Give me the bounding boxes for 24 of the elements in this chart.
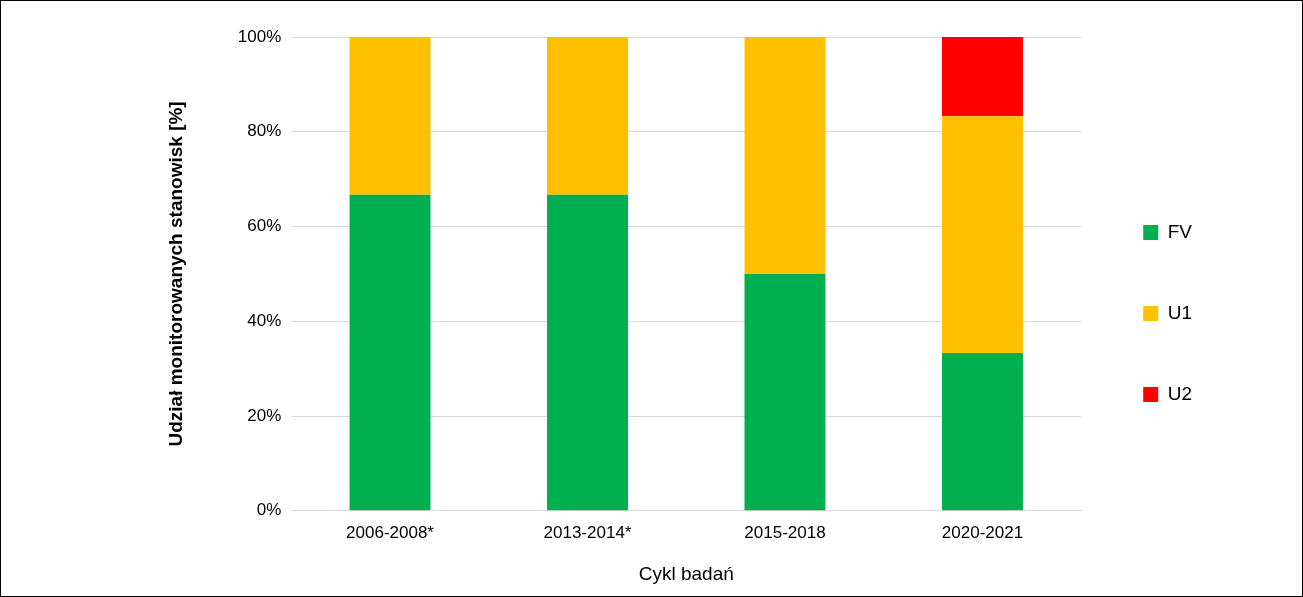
bar — [547, 37, 628, 195]
y-tick-label: 60% — [247, 216, 282, 236]
bar — [547, 194, 628, 511]
bar — [744, 37, 826, 274]
legend-label: U1 — [1167, 301, 1193, 323]
bar — [941, 353, 1023, 511]
x-tick-label: 2006-2008* — [346, 522, 435, 542]
y-tick-label: 20% — [247, 405, 282, 425]
bar — [941, 116, 1023, 354]
legend-label: U2 — [1167, 382, 1193, 404]
bar — [349, 37, 431, 195]
x-tick-label: 2013-2014* — [543, 522, 632, 542]
x-axis-title: Cykl badań — [638, 562, 734, 584]
y-tick-label: 80% — [247, 121, 282, 141]
y-tick-label: 40% — [247, 310, 282, 330]
bar — [349, 194, 431, 511]
x-tick-label: 2015-2018 — [744, 522, 826, 542]
x-tick-label: 2020-2021 — [941, 522, 1024, 542]
y-tick-label: 0% — [256, 500, 282, 520]
y-tick-label: 100% — [237, 26, 282, 46]
legend-label: FV — [1167, 220, 1193, 242]
bar — [744, 273, 826, 511]
bar — [941, 37, 1023, 117]
y-axis-title: Udział monitorowanych stanowisk [%] — [164, 101, 186, 447]
